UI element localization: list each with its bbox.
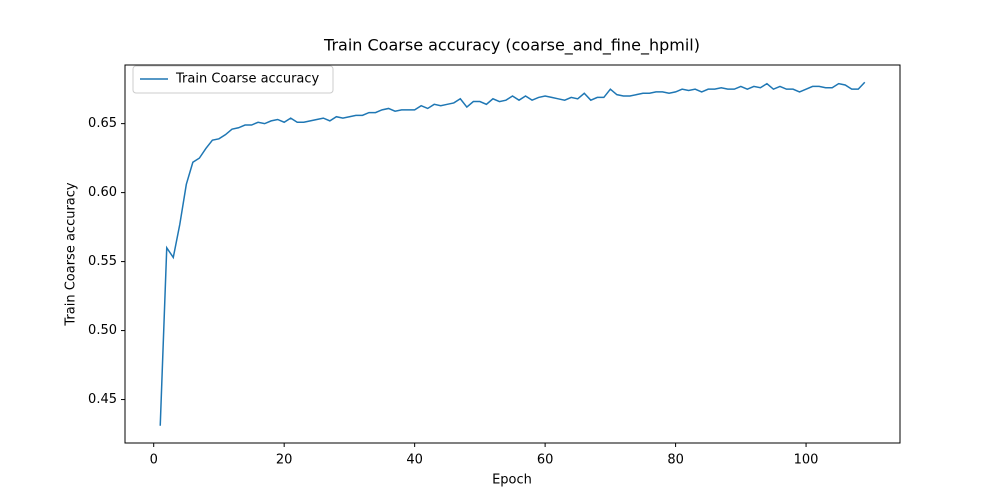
- x-axis-label: Epoch: [492, 473, 532, 488]
- x-tick-label: 0: [150, 453, 158, 468]
- legend-label: Train Coarse accuracy: [175, 72, 320, 87]
- x-tick-label: 40: [406, 453, 423, 468]
- x-tick-label: 80: [667, 453, 684, 468]
- y-tick-label: 0.55: [88, 254, 117, 269]
- x-tick-label: 100: [794, 453, 819, 468]
- x-tick-label: 20: [276, 453, 293, 468]
- y-axis-label: Train Coarse accuracy: [64, 182, 79, 327]
- x-tick-label: 60: [537, 453, 554, 468]
- series-line: [159, 81, 866, 426]
- y-tick-label: 0.45: [88, 392, 117, 407]
- y-tick-label: 0.50: [88, 323, 117, 338]
- y-tick-label: 0.60: [88, 185, 117, 200]
- y-tick-label: 0.65: [88, 116, 117, 131]
- legend-box: [132, 65, 334, 94]
- axes-frame: [124, 64, 901, 444]
- chart-title: Train Coarse accuracy (coarse_and_fine_h…: [323, 36, 700, 56]
